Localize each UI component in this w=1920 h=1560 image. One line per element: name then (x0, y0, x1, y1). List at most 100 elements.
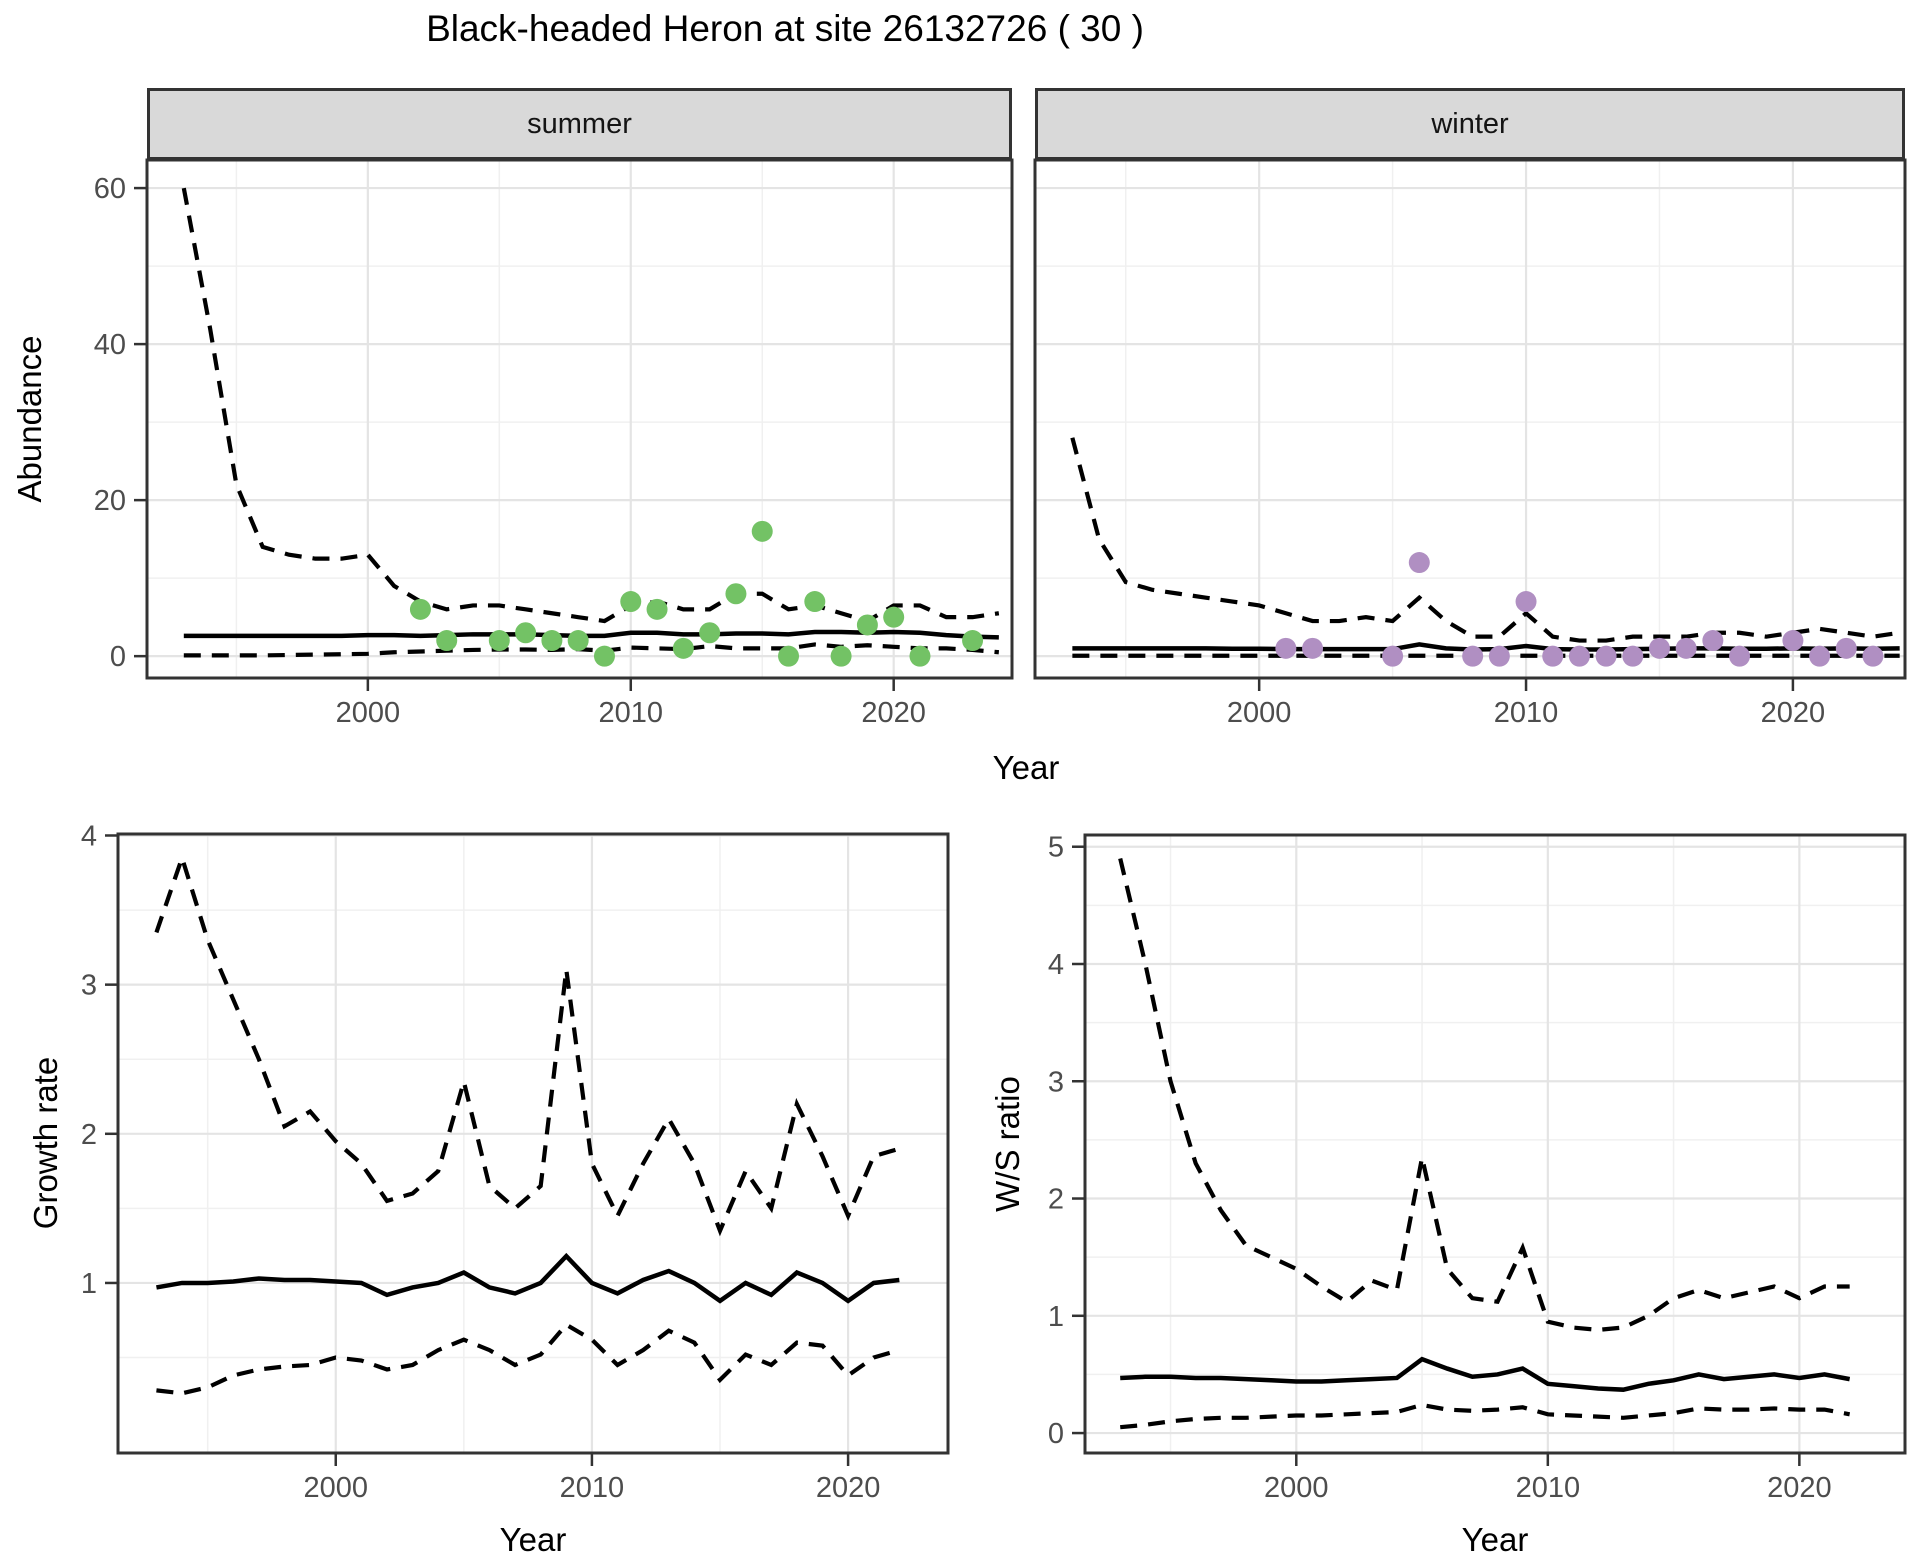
observation-point (409, 598, 431, 620)
y-tick-label: 3 (1048, 1066, 1064, 1098)
observation-point (1488, 645, 1510, 667)
x-tick-label: 2000 (1227, 697, 1292, 729)
observation-point (804, 591, 826, 613)
y-tick-label: 1 (1048, 1301, 1064, 1333)
x-tick-label: 2020 (816, 1472, 881, 1504)
observation-point (725, 583, 747, 605)
x-axis: 2000 2010 2020 (1227, 678, 1825, 729)
panel-ws_ratio: 2000 2010 2020 0 1 2 3 4 5 (1048, 832, 1907, 1504)
y-tick-label: 1 (81, 1268, 97, 1300)
y-axis: 0 1 2 3 4 5 (1048, 832, 1085, 1450)
data-marks (1118, 857, 1851, 1430)
x-tick-label: 2000 (1264, 1472, 1329, 1504)
facet-strip-winter: winter (1035, 88, 1905, 160)
observation-point (1729, 645, 1751, 667)
panel-border (1033, 158, 1907, 680)
x-tick-label: 2010 (599, 697, 664, 729)
y-tick-label: 2 (81, 1119, 97, 1151)
observation-point (962, 630, 984, 652)
y-axis-title-growth-rate: Growth rate (27, 1056, 64, 1230)
y-tick-label: 0 (110, 641, 126, 673)
observation-point (1408, 552, 1430, 574)
median-line (1120, 1356, 1851, 1392)
panel-growth_rate: 2000 2010 2020 1 2 3 4 (81, 820, 950, 1504)
y-tick-label: 4 (81, 820, 97, 852)
observation-point (672, 637, 694, 659)
y-tick-label: 60 (94, 173, 126, 205)
observation-point (778, 645, 800, 667)
observation-point (1302, 637, 1324, 659)
observation-point (567, 630, 589, 652)
plot-title: Black-headed Heron at site 26132726 ( 30… (426, 8, 1144, 49)
x-tick-label: 2000 (336, 697, 401, 729)
observation-point (1382, 645, 1404, 667)
upper-95ci-line (154, 851, 900, 1237)
y-tick-label: 40 (94, 329, 126, 361)
lower-95ci-line (156, 1322, 900, 1396)
y-tick-label: 0 (1048, 1418, 1064, 1450)
panel-abundance_winter: 2000 2010 2020 (1033, 158, 1907, 729)
median-line (156, 1252, 900, 1304)
observation-point (646, 598, 668, 620)
observation-point (515, 622, 537, 644)
observation-point (856, 614, 878, 636)
observation-point (1515, 591, 1537, 613)
x-tick-label: 2020 (1761, 697, 1826, 729)
observation-point (1809, 645, 1831, 667)
x-axis: 2000 2010 2020 (1264, 1453, 1832, 1504)
observation-point (1648, 637, 1670, 659)
observation-point (1862, 645, 1884, 667)
observation-point (1782, 630, 1804, 652)
observation-point (1542, 645, 1564, 667)
x-tick-label: 2020 (861, 697, 926, 729)
y-axis: 1 2 3 4 (81, 820, 118, 1300)
y-tick-label: 5 (1048, 832, 1064, 864)
facet-strip-label: winter (1431, 107, 1509, 140)
panel-background (1085, 835, 1905, 1453)
panel-border (145, 158, 1014, 680)
observation-point (1622, 645, 1644, 667)
observation-point (593, 645, 615, 667)
x-tick-label: 2000 (303, 1472, 368, 1504)
median-line (1072, 642, 1900, 652)
observation-point (1835, 637, 1857, 659)
x-tick-label: 2010 (560, 1472, 625, 1504)
y-tick-label: 20 (94, 485, 126, 517)
panel-background (118, 834, 948, 1453)
observation-point (909, 645, 931, 667)
facet-strip-summer: summer (147, 88, 1012, 160)
facet-strip-label: summer (527, 107, 632, 140)
gridlines (147, 160, 1012, 678)
observation-point (1568, 645, 1590, 667)
upper-95ci-line (1070, 437, 1900, 643)
observation-point (1702, 630, 1724, 652)
observation-point (620, 591, 642, 613)
x-tick-label: 2020 (1767, 1472, 1832, 1504)
y-tick-label: 2 (1048, 1184, 1064, 1216)
data-marks (1070, 437, 1900, 667)
observation-point (1275, 637, 1297, 659)
y-tick-label: 3 (81, 970, 97, 1002)
data-marks (181, 187, 1000, 667)
data-marks (154, 851, 900, 1396)
x-axis: 2000 2010 2020 (336, 678, 926, 729)
x-axis-title-year-ws: Year (1461, 1521, 1529, 1558)
observation-point (1675, 637, 1697, 659)
panel-border (116, 832, 950, 1455)
lower-95ci-line (1120, 1402, 1851, 1430)
observation-point (1462, 645, 1484, 667)
panel-border (1083, 833, 1907, 1455)
observation-point (751, 520, 773, 542)
x-axis-title-year-top: Year (992, 749, 1060, 786)
observation-point (436, 630, 458, 652)
observation-point (488, 630, 510, 652)
x-tick-label: 2010 (1494, 697, 1559, 729)
observation-point (1595, 645, 1617, 667)
y-tick-label: 4 (1048, 949, 1064, 981)
upper-95ci-line (1118, 857, 1850, 1332)
x-tick-label: 2010 (1516, 1472, 1581, 1504)
observation-point (541, 630, 563, 652)
x-axis-title-year-growth: Year (499, 1521, 567, 1558)
